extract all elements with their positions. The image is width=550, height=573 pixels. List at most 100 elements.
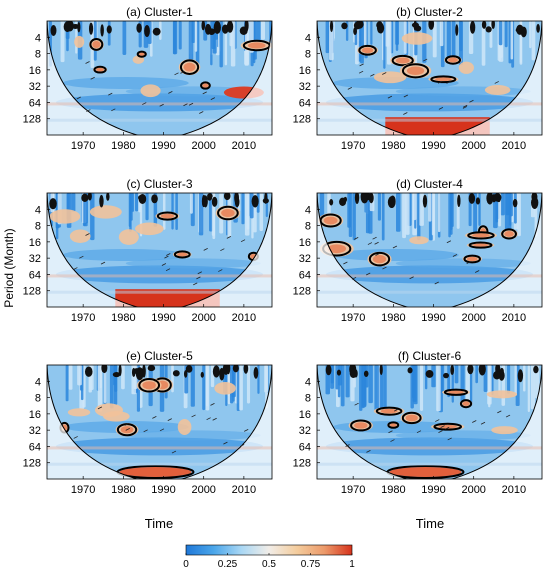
x-tick-label: 1990	[421, 484, 445, 496]
x-tick-label: 1990	[151, 140, 175, 152]
x-tick-label: 1990	[421, 140, 445, 152]
x-tick-label: 1980	[381, 484, 405, 496]
x-tick-label: 1980	[381, 312, 405, 324]
x-tick-label: 2000	[461, 140, 485, 152]
x-tick-label: 1970	[341, 140, 365, 152]
y-tick-label: 8	[35, 221, 41, 233]
y-tick-label: 32	[29, 425, 41, 437]
y-tick-label: 32	[299, 425, 311, 437]
x-tick-label: 2000	[191, 312, 215, 324]
spectrum-field	[317, 365, 542, 479]
y-tick-label: 4	[305, 376, 311, 388]
y-tick-label: 8	[35, 393, 41, 405]
colorbar-tick-label: 0.25	[218, 559, 238, 570]
y-tick-label: 8	[305, 221, 311, 233]
spectrum-field	[47, 21, 272, 135]
panel-title: (d) Cluster-4	[396, 177, 463, 191]
panel-5: (e) Cluster-5 4 8 16 32 64 128 1970 1980 1990 2000…	[23, 349, 273, 496]
y-tick-label: 64	[29, 441, 41, 453]
y-tick-label: 8	[305, 393, 311, 405]
x-tick-label: 2010	[232, 312, 256, 324]
y-tick-label: 16	[29, 65, 41, 77]
y-tick-label: 8	[35, 49, 41, 61]
y-tick-label: 32	[29, 81, 41, 93]
plot-frame	[316, 192, 543, 308]
plot-frame	[316, 364, 543, 480]
x-tick-label: 1980	[111, 140, 135, 152]
y-tick-label: 64	[299, 97, 311, 109]
y-tick-label: 128	[23, 286, 41, 298]
panel-4: (d) Cluster-4 4 8 16 32 64 128 1970 1980 1990 2000…	[293, 177, 543, 324]
x-tick-label: 2000	[191, 484, 215, 496]
panel-2: (b) Cluster-2 4 8 16 32 64 128 1970 1980 1990 2000…	[293, 5, 543, 152]
y-tick-label: 128	[23, 114, 41, 126]
x-tick-label: 2000	[191, 140, 215, 152]
y-tick-label: 128	[23, 458, 41, 470]
x-tick-label: 1970	[341, 312, 365, 324]
y-tick-label: 4	[305, 32, 311, 44]
spectrum-field	[47, 365, 272, 479]
y-tick-label: 32	[299, 253, 311, 265]
y-tick-label: 128	[293, 286, 311, 298]
panel-title: (a) Cluster-1	[126, 5, 193, 19]
panel-title: (c) Cluster-3	[126, 177, 192, 191]
y-tick-label: 16	[29, 409, 41, 421]
x-tick-label: 1990	[421, 312, 445, 324]
plot-frame	[46, 192, 273, 308]
panel-title: (b) Cluster-2	[396, 5, 463, 19]
y-tick-label: 128	[293, 458, 311, 470]
panel-1: (a) Cluster-1 4 8 16 32 64 128 1970 1980 1990 2000…	[23, 5, 273, 152]
x-tick-label: 1990	[151, 484, 175, 496]
y-tick-label: 4	[35, 204, 41, 216]
x-tick-label: 1970	[341, 484, 365, 496]
plot-frame	[46, 20, 273, 136]
plot-frame	[46, 364, 273, 480]
x-tick-label: 1980	[111, 312, 135, 324]
plot-frame	[316, 20, 543, 136]
y-tick-label: 32	[29, 253, 41, 265]
y-axis-label: Period (Month)	[2, 228, 16, 307]
panel-title: (e) Cluster-5	[126, 349, 193, 363]
spectrum-field	[317, 21, 542, 135]
colorbar-tick-label: 0.5	[262, 559, 276, 570]
x-tick-label: 1970	[71, 312, 95, 324]
y-tick-label: 64	[29, 269, 41, 281]
x-tick-label: 2010	[502, 140, 526, 152]
panel-6: (f) Cluster-6 4 8 16 32 64 128 1970 1980 1990 2000…	[293, 349, 543, 496]
y-tick-label: 64	[29, 97, 41, 109]
y-tick-label: 8	[305, 49, 311, 61]
y-tick-label: 4	[35, 32, 41, 44]
y-tick-label: 32	[299, 81, 311, 93]
panel-title: (f) Cluster-6	[398, 349, 462, 363]
x-tick-label: 2010	[502, 484, 526, 496]
y-tick-label: 128	[293, 114, 311, 126]
colorbar-tick-label: 1	[349, 559, 355, 570]
y-tick-label: 64	[299, 441, 311, 453]
colorbar: 0 0.25 0.5 0.75 1	[183, 544, 355, 570]
x-tick-label: 1970	[71, 484, 95, 496]
x-tick-label: 1980	[381, 140, 405, 152]
colorbar-tick-label: 0.75	[301, 559, 321, 570]
colorbar-tick-label: 0	[183, 559, 189, 570]
spectrum-field	[47, 193, 272, 307]
x-tick-label: 2010	[502, 312, 526, 324]
x-axis-label-right: Time	[416, 516, 444, 531]
y-tick-label: 4	[305, 204, 311, 216]
panel-3: (c) Cluster-3 4 8 16 32 64 128 1970 1980 1990 2000…	[23, 177, 273, 324]
x-tick-label: 1980	[111, 484, 135, 496]
x-tick-label: 2010	[232, 140, 256, 152]
y-tick-label: 64	[299, 269, 311, 281]
y-tick-label: 16	[299, 409, 311, 421]
x-tick-label: 2000	[461, 312, 485, 324]
y-tick-label: 4	[35, 376, 41, 388]
y-tick-label: 16	[29, 237, 41, 249]
x-axis-label-left: Time	[145, 516, 173, 531]
x-tick-label: 2010	[232, 484, 256, 496]
x-tick-label: 1990	[151, 312, 175, 324]
spectrum-field	[317, 193, 542, 307]
x-tick-label: 1970	[71, 140, 95, 152]
y-tick-label: 16	[299, 65, 311, 77]
x-tick-label: 2000	[461, 484, 485, 496]
y-tick-label: 16	[299, 237, 311, 249]
